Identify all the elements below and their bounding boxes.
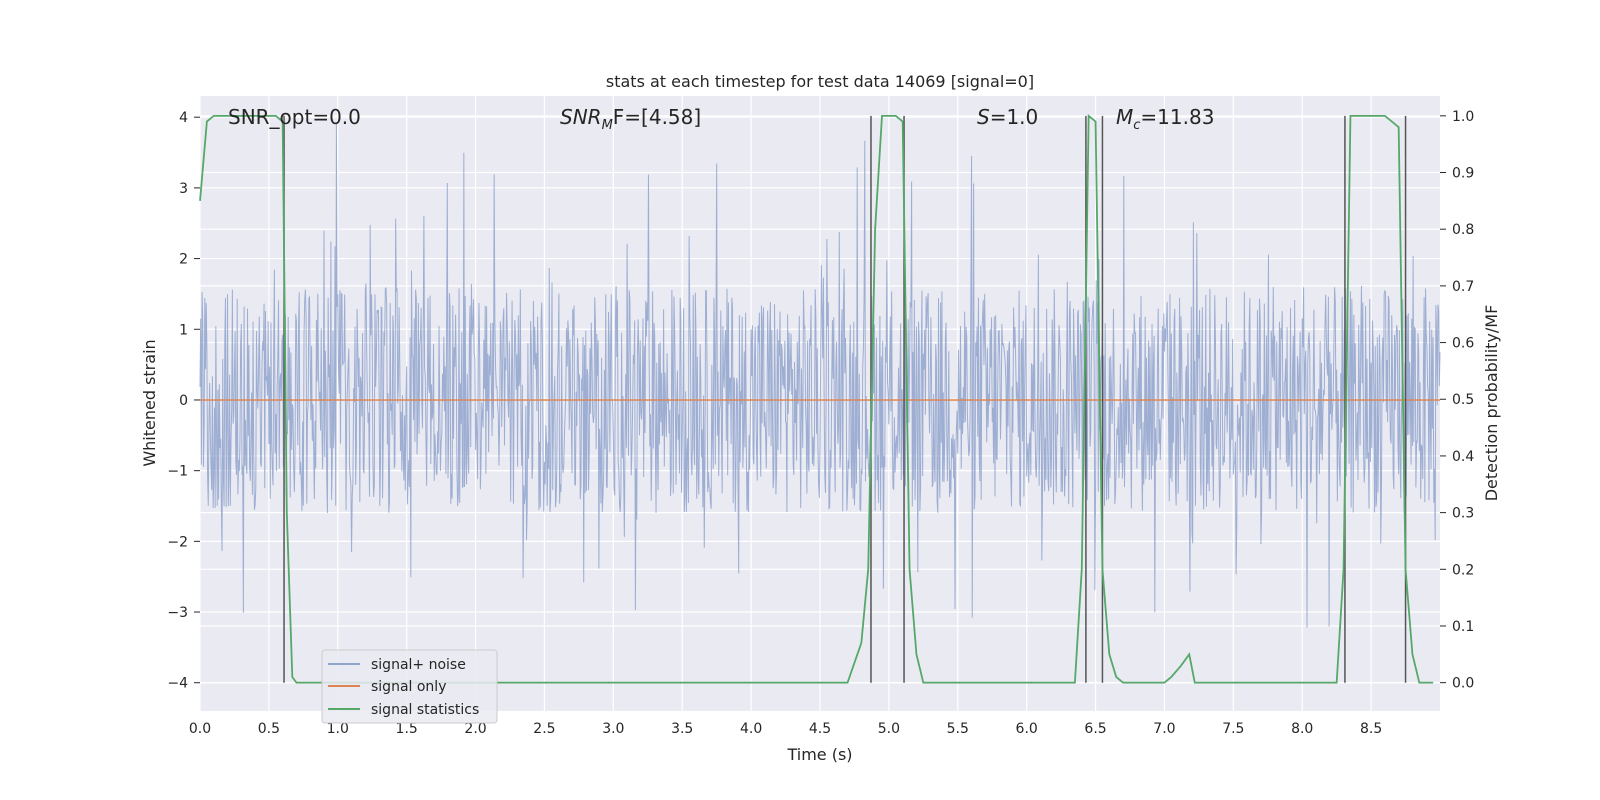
y2-axis-label: Detection probability/MF bbox=[1482, 305, 1501, 502]
signal-plus-noise-line bbox=[199, 123, 1441, 628]
annotation-snr-mf-sub: M bbox=[602, 118, 613, 133]
y-tick-label: 3 bbox=[179, 181, 188, 197]
y-tick-label: 2 bbox=[179, 252, 188, 268]
x-tick-label: 5.5 bbox=[947, 721, 969, 737]
legend: signal+ noise signal only signal statist… bbox=[321, 649, 498, 724]
annotation-mc-rest: =11.83 bbox=[1140, 105, 1214, 129]
y2-tick-label: 0.1 bbox=[1452, 619, 1474, 635]
x-tick-label: 8.0 bbox=[1291, 721, 1313, 737]
y2-tick-label: 0.8 bbox=[1452, 222, 1474, 238]
x-tick-label: 1.5 bbox=[396, 721, 418, 737]
y2-tick-label: 0.0 bbox=[1452, 676, 1474, 692]
x-axis-ticks: 0.0 0.5 1.0 1.5 2.0 2.5 3.0 3.5 4.0 4.5 5.0 5.5 6.0 6… bbox=[189, 721, 1382, 737]
x-tick-label: 7.5 bbox=[1222, 721, 1244, 737]
annotation-snr-mf: SNRMF=[4.58] bbox=[560, 105, 701, 133]
y2-tick-label: 0.3 bbox=[1452, 506, 1474, 522]
x-tick-label: 8.5 bbox=[1360, 721, 1382, 737]
x-tick-label: 1.0 bbox=[327, 721, 349, 737]
legend-label-signal-plus-noise: signal+ noise bbox=[371, 657, 466, 673]
y-tick-label: −2 bbox=[167, 534, 188, 550]
y-tick-label: 4 bbox=[179, 110, 188, 126]
annotation-mc-sub: c bbox=[1133, 118, 1140, 133]
signal-statistics-line bbox=[199, 113, 1434, 684]
y-axis-label: Whitened strain bbox=[140, 339, 159, 466]
chart-title: stats at each timestep for test data 140… bbox=[606, 72, 1034, 91]
annotation-s-var: S bbox=[977, 105, 990, 129]
x-tick-label: 3.0 bbox=[602, 721, 624, 737]
annotation-mc-var: M bbox=[1116, 105, 1133, 129]
x-tick-label: 4.5 bbox=[809, 721, 831, 737]
annotation-snr-mf-base: SNR bbox=[560, 105, 602, 129]
x-axis-label: Time (s) bbox=[786, 745, 852, 764]
y-tick-label: −3 bbox=[167, 605, 188, 621]
y-axis-ticks: −4 −3 −2 −1 0 1 2 3 4 bbox=[167, 110, 200, 692]
y2-tick-label: 0.4 bbox=[1452, 449, 1474, 465]
annotation-snr-mf-rest: F=[4.58] bbox=[613, 105, 701, 129]
y-tick-label: 0 bbox=[179, 393, 188, 409]
y2-tick-label: 0.2 bbox=[1452, 562, 1474, 578]
x-tick-label: 3.5 bbox=[671, 721, 693, 737]
legend-label-signal-only: signal only bbox=[371, 679, 446, 695]
y-tick-label: −4 bbox=[167, 676, 188, 692]
x-tick-label: 4.0 bbox=[740, 721, 762, 737]
y2-axis-ticks: 0.0 0.1 0.2 0.3 0.4 0.5 0.6 0.7 0.8 0.9 1.0 bbox=[1440, 109, 1474, 692]
annotation-s: S=1.0 bbox=[977, 105, 1038, 129]
y-tick-label: 1 bbox=[179, 322, 188, 338]
x-tick-label: 2.5 bbox=[533, 721, 555, 737]
x-tick-label: 5.0 bbox=[878, 721, 900, 737]
annotation-s-rest: =1.0 bbox=[990, 105, 1039, 129]
series-signal-statistics bbox=[199, 113, 1434, 684]
series-signal-plus-noise bbox=[199, 123, 1441, 628]
legend-box bbox=[321, 649, 498, 724]
x-tick-label: 6.0 bbox=[1016, 721, 1038, 737]
x-tick-label: 6.5 bbox=[1084, 721, 1106, 737]
x-tick-label: 7.0 bbox=[1153, 721, 1175, 737]
y2-tick-label: 0.9 bbox=[1452, 166, 1474, 182]
y2-tick-label: 0.5 bbox=[1452, 392, 1474, 408]
y2-tick-label: 0.6 bbox=[1452, 336, 1474, 352]
annotation-snr-opt: SNR_opt=0.0 bbox=[228, 105, 361, 129]
x-tick-label: 0.0 bbox=[189, 721, 211, 737]
x-tick-label: 2.0 bbox=[464, 721, 486, 737]
annotation-mc: Mc=11.83 bbox=[1116, 105, 1214, 133]
y2-tick-label: 0.7 bbox=[1452, 279, 1474, 295]
y-tick-label: −1 bbox=[167, 464, 188, 480]
x-tick-label: 0.5 bbox=[258, 721, 280, 737]
y2-tick-label: 1.0 bbox=[1452, 109, 1474, 125]
legend-label-signal-statistics: signal statistics bbox=[371, 702, 479, 718]
